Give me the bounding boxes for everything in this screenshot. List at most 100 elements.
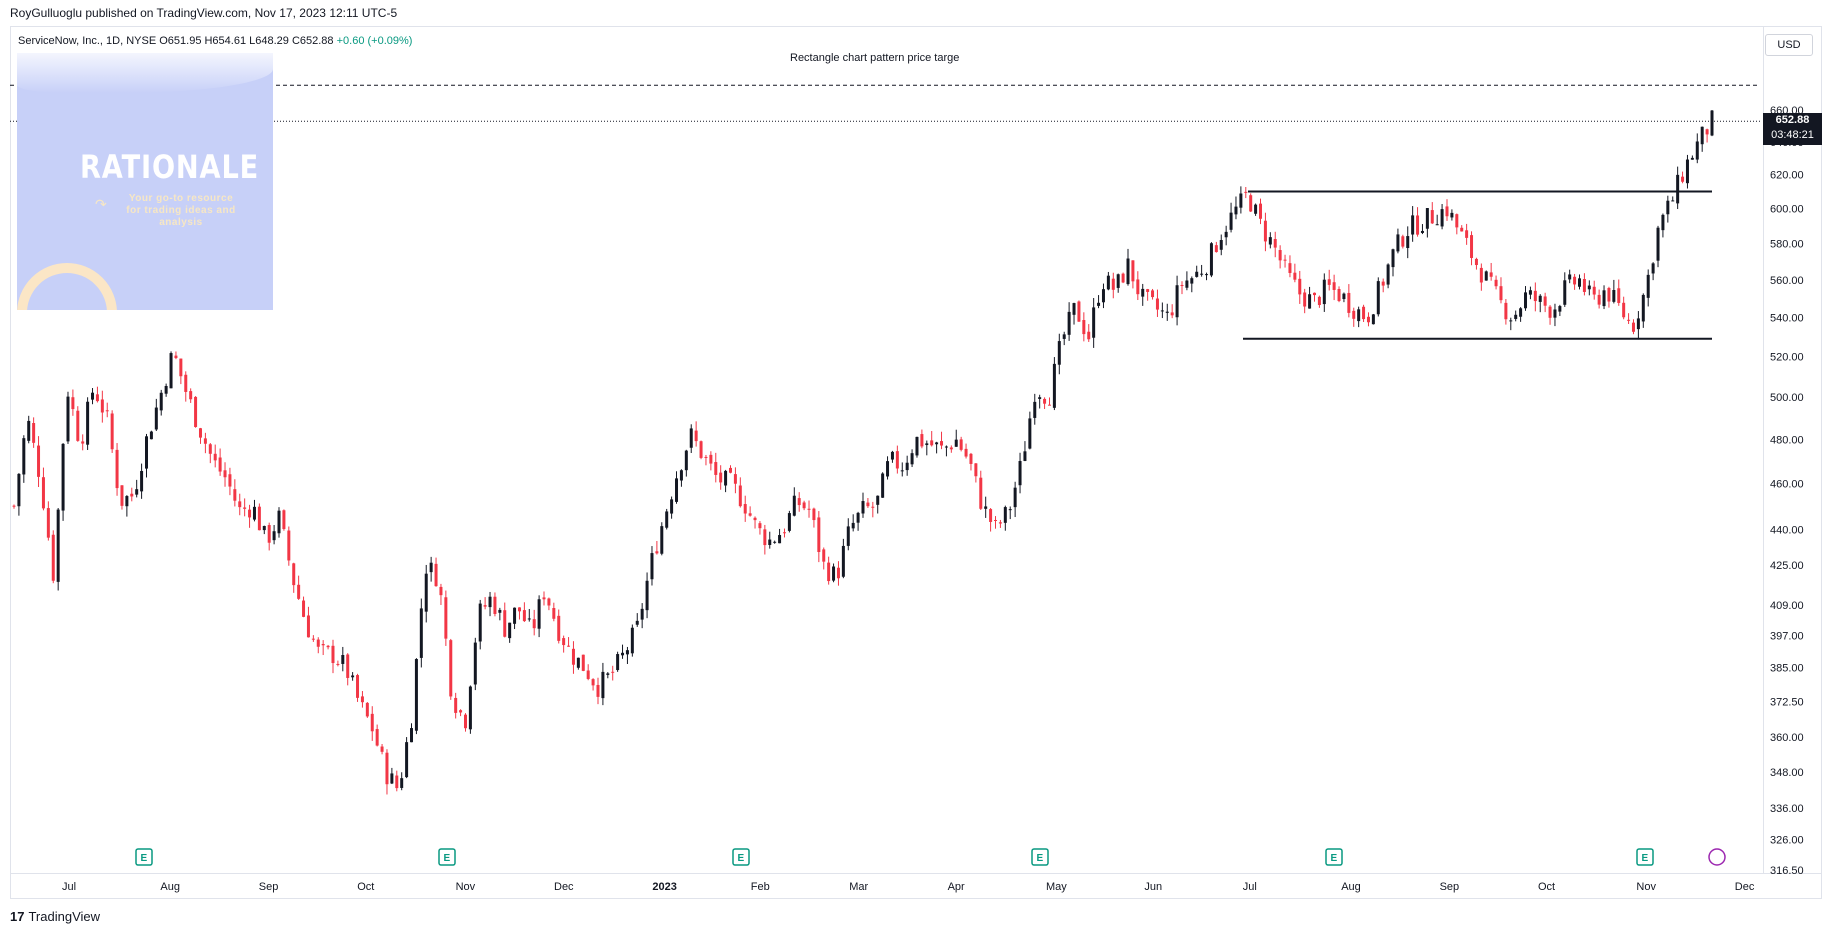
candle-body <box>1008 509 1012 511</box>
candle-body <box>1229 212 1233 230</box>
candle-body <box>311 638 315 640</box>
y-tick-label: 316.50 <box>1770 865 1804 877</box>
candle-body <box>463 714 467 729</box>
y-tick-label: 620.00 <box>1770 170 1804 182</box>
candle-body <box>1288 263 1292 273</box>
candle-body <box>1406 236 1410 249</box>
candle-body <box>105 410 109 412</box>
y-tick-label: 440.00 <box>1770 524 1804 536</box>
candle-body <box>130 493 134 497</box>
tradingview-logo[interactable]: 17 TradingView <box>10 909 100 924</box>
candle-body <box>876 495 880 505</box>
candle-body <box>1190 278 1194 284</box>
candle-body <box>792 495 796 516</box>
candle-body <box>198 428 202 438</box>
candle-body <box>243 507 247 509</box>
candle-body <box>1332 282 1336 290</box>
candle-body <box>395 775 399 789</box>
candle-body <box>1224 231 1228 238</box>
candle-body <box>46 508 50 538</box>
candle-body <box>1052 363 1056 408</box>
candle-body <box>1705 129 1709 135</box>
candle-body <box>871 506 875 508</box>
candle-body <box>1047 404 1051 406</box>
candle-body <box>302 600 306 617</box>
candle-body <box>1357 309 1361 322</box>
curved-arrow-icon: ↷ <box>95 196 107 212</box>
candle-body <box>728 467 732 473</box>
candle-body <box>537 599 541 629</box>
candle-body <box>998 522 1002 524</box>
x-tick-label: Dec <box>1735 881 1755 893</box>
candle-body <box>331 645 335 664</box>
candle-body <box>125 496 129 507</box>
earnings-marker-label: E <box>1642 853 1649 864</box>
earnings-marker-label: E <box>1331 853 1338 864</box>
candle-body <box>778 535 782 544</box>
price-axis[interactable] <box>1763 26 1823 873</box>
candle-body <box>1504 302 1508 320</box>
rationale-logo: RATIONALE ↷ Your go-to resource for trad… <box>17 53 273 310</box>
candle-body <box>601 671 605 699</box>
x-tick-label: Nov <box>456 881 476 893</box>
candle-body <box>704 456 708 458</box>
target-annotation[interactable]: Rectangle chart pattern price targe <box>790 52 960 64</box>
candle-body <box>508 622 512 639</box>
candle-body <box>1627 319 1631 321</box>
candle-body <box>621 652 625 656</box>
candle-body <box>1214 245 1218 253</box>
candle-body <box>385 752 389 785</box>
candle-body <box>571 648 575 665</box>
candle-body <box>832 566 836 581</box>
candle-body <box>940 441 944 446</box>
earnings-marker-label: E <box>444 853 451 864</box>
candle-body <box>1121 273 1125 283</box>
last-price: 652.88 <box>1775 114 1810 126</box>
candle-body <box>306 615 310 638</box>
candle-body <box>827 562 831 582</box>
candle-body <box>881 473 885 498</box>
candle-body <box>1587 285 1591 290</box>
candle-body <box>360 696 364 703</box>
candle-body <box>586 670 590 679</box>
candle-body <box>1671 200 1675 202</box>
candle-body <box>1416 215 1420 235</box>
candle-body <box>787 513 791 531</box>
time-axis[interactable] <box>10 873 1822 900</box>
lightning-icon <box>1708 848 1726 866</box>
candle-body <box>1170 312 1174 316</box>
candle-body <box>174 355 178 359</box>
candle-body <box>149 431 153 440</box>
candle-body <box>689 428 693 448</box>
candle-body <box>650 553 654 580</box>
candle-body <box>635 620 639 625</box>
candle-body <box>488 596 492 608</box>
candle-body <box>169 353 173 389</box>
candle-body <box>32 423 36 443</box>
candle-body <box>994 519 998 521</box>
candle-body <box>974 463 978 477</box>
candle-body <box>1465 230 1469 238</box>
candle-body <box>449 640 453 697</box>
x-tick-label: Sep <box>1440 881 1460 893</box>
candle-body <box>944 446 948 448</box>
x-tick-label: Aug <box>160 881 180 893</box>
candle-body <box>665 511 669 528</box>
candle-body <box>1092 307 1096 338</box>
candle-body <box>1597 294 1601 305</box>
candle-body <box>1435 224 1439 226</box>
x-tick-label: Jul <box>62 881 76 893</box>
candle-body <box>773 541 777 543</box>
candle-body <box>1386 264 1390 285</box>
last-price-tag: 652.88 03:48:21 <box>1763 113 1822 145</box>
candle-body <box>738 485 742 507</box>
candle-body <box>203 438 207 444</box>
candle-body <box>1460 227 1464 232</box>
candle-body <box>576 657 580 668</box>
candle-body <box>159 392 163 411</box>
candle-body <box>164 385 168 394</box>
candle-body <box>1087 331 1091 340</box>
symbol-legend[interactable]: ServiceNow, Inc., 1D, NYSE O651.95 H654.… <box>18 35 412 47</box>
currency-button[interactable]: USD <box>1765 34 1813 56</box>
